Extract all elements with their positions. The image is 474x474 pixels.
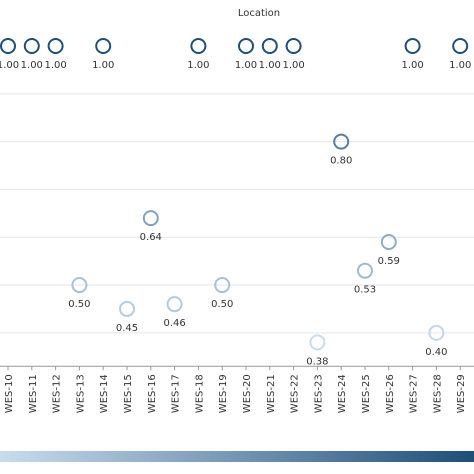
x-tick-label: WES-27 — [409, 374, 420, 413]
color-legend — [0, 451, 474, 462]
chart-title: Location — [238, 8, 280, 19]
data-label: 1.00 — [449, 60, 471, 71]
data-label: 1.00 — [21, 60, 43, 71]
dot — [95, 38, 112, 55]
dot — [190, 38, 207, 55]
dot — [142, 210, 159, 227]
dot — [23, 38, 40, 55]
x-tick-label: WES-11 — [28, 374, 39, 413]
data-label: 1.00 — [0, 60, 19, 71]
dot — [119, 300, 135, 317]
x-tick-label: WES-10 — [4, 374, 15, 413]
dot — [0, 38, 16, 55]
data-label: 1.00 — [259, 60, 281, 71]
data-label: 1.00 — [187, 60, 209, 71]
dot — [333, 133, 350, 150]
x-tick-label: WES-17 — [171, 374, 182, 413]
x-tick-label: WES-13 — [75, 374, 86, 413]
x-tick-label: WES-23 — [313, 374, 324, 413]
x-tick-label: WES-20 — [242, 374, 253, 413]
x-tick-label: WES-29 — [456, 374, 467, 413]
x-tick-label: WES-18 — [194, 374, 205, 413]
x-tick-label: WES-28 — [432, 374, 443, 413]
data-label: 0.53 — [354, 285, 376, 296]
x-tick-label: WES-15 — [123, 374, 134, 413]
x-tick-label: WES-19 — [218, 374, 229, 413]
dot — [71, 277, 88, 294]
data-label: 0.59 — [378, 256, 400, 267]
x-tick-label: WES-22 — [290, 374, 301, 413]
data-label: 1.00 — [92, 60, 114, 71]
x-tick-label: WES-26 — [385, 374, 396, 413]
data-label: 0.50 — [68, 299, 90, 310]
dot — [380, 234, 397, 251]
x-tick-label: WES-21 — [266, 374, 277, 413]
x-tick-label: WES-16 — [147, 374, 158, 413]
data-label: 1.00 — [235, 60, 257, 71]
dot — [214, 277, 231, 294]
data-label: 0.40 — [425, 347, 447, 358]
data-label: 1.00 — [401, 60, 423, 71]
dot — [166, 296, 183, 313]
x-tick-label: WES-24 — [337, 374, 348, 413]
x-tick-label: WES-12 — [52, 374, 63, 413]
dot — [452, 38, 469, 55]
dot — [47, 38, 64, 55]
x-tick-label: WES-25 — [361, 374, 372, 413]
data-label: 1.00 — [282, 60, 304, 71]
data-label: 0.64 — [140, 232, 162, 243]
dot — [238, 38, 254, 55]
data-label: 0.46 — [163, 318, 185, 329]
dot — [404, 38, 421, 55]
data-label: 1.00 — [44, 60, 66, 71]
data-label: 0.45 — [116, 323, 138, 334]
dot — [285, 38, 302, 55]
data-label: 0.50 — [211, 299, 233, 310]
x-tick-label: WES-14 — [99, 374, 110, 413]
dot — [357, 262, 373, 279]
data-label: 0.38 — [306, 356, 328, 367]
data-label: 0.80 — [330, 156, 352, 167]
dot — [261, 38, 278, 55]
dot — [428, 324, 445, 341]
dot — [309, 334, 326, 351]
